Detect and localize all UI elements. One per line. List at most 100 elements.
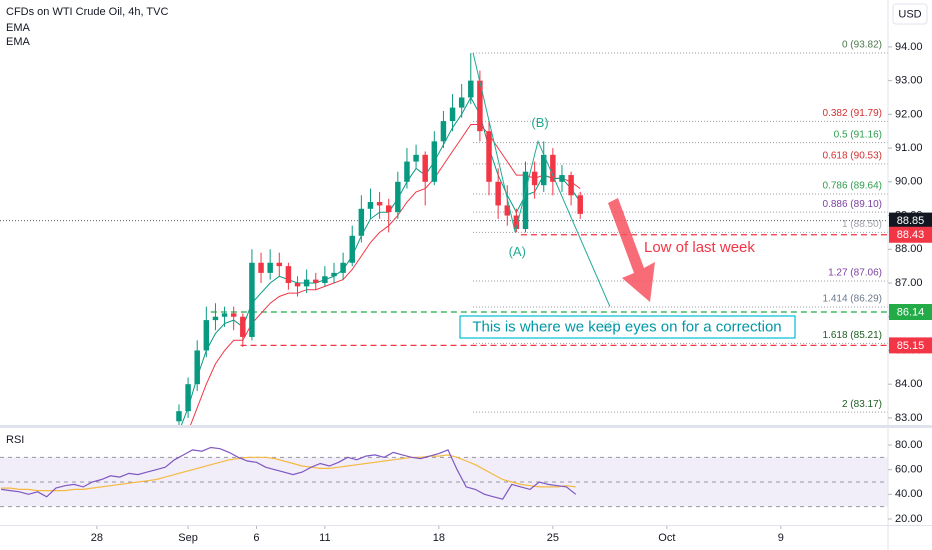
candle-body	[240, 316, 246, 337]
y-tick-label: 91.00	[895, 142, 923, 154]
y-tick-label: 88.00	[895, 243, 923, 255]
y-tick-label: 94.00	[895, 41, 923, 53]
candle-body	[349, 235, 355, 263]
rsi-tick-label: 80.00	[895, 439, 923, 451]
candle-body	[449, 107, 456, 122]
candle-body	[194, 350, 200, 385]
x-tick-label: Oct	[658, 532, 675, 544]
y-tick-label: 84.00	[895, 378, 923, 390]
candle-body	[331, 272, 337, 277]
arrow	[608, 198, 655, 302]
candle-body	[559, 175, 565, 182]
x-tick-label: 28	[91, 532, 103, 544]
x-tick-label: Sep	[178, 532, 198, 544]
price-tag-label: 88.43	[897, 229, 925, 241]
candle-body	[404, 161, 410, 182]
rsi-ma-line	[1, 454, 576, 492]
candle-body	[468, 80, 474, 98]
rsi-pane	[0, 446, 888, 508]
candle-body	[513, 215, 520, 230]
x-tick-label: 11	[319, 532, 330, 544]
x-tick-label: 18	[433, 532, 445, 544]
candle-body	[504, 205, 511, 216]
rsi-tick-label: 20.00	[895, 513, 923, 525]
annotation: This is where we keep eyes on for a corr…	[472, 318, 781, 335]
y-tick-label: 83.00	[895, 412, 923, 424]
price-tag	[889, 337, 932, 354]
fib-label: 0.786 (89.64)	[823, 181, 883, 192]
candle-body	[249, 262, 255, 337]
rsi-label: RSI	[6, 434, 24, 446]
candle-body	[495, 181, 501, 206]
candle-body	[531, 171, 538, 186]
candle-body	[176, 411, 182, 422]
candle-body	[203, 320, 210, 351]
x-tick-label: 25	[547, 532, 559, 544]
price-tag	[889, 226, 932, 243]
candle-body	[541, 154, 547, 186]
wave-label: (B)	[531, 115, 548, 130]
fib-label: 1 (88.50)	[842, 219, 882, 230]
fib-label: 0.382 (91.79)	[823, 108, 883, 119]
candle-body	[422, 154, 428, 182]
overlay: CFDs on WTI Crude Oil, 4h, TVC EMA EMA U…	[6, 3, 928, 446]
fib-label: 1.618 (85.21)	[823, 330, 883, 341]
price-tag	[889, 212, 932, 229]
annotation-box	[459, 315, 796, 339]
candle-body	[486, 131, 492, 182]
candle-body	[276, 262, 283, 267]
candle-body	[358, 208, 365, 236]
annotation: Low of last week	[644, 239, 755, 256]
candle-body	[550, 154, 556, 182]
fib-label: 1.414 (86.29)	[823, 294, 883, 305]
candle-body	[522, 171, 529, 230]
candle-body	[458, 97, 465, 108]
wave-label: (A)	[509, 244, 526, 259]
candle-body	[440, 121, 447, 142]
fib-label: 1.27 (87.06)	[828, 268, 882, 279]
rsi-tick-label: 60.00	[895, 464, 923, 476]
candle-body	[230, 313, 237, 317]
x-tick-label: 9	[778, 532, 784, 544]
indicator-label: EMA	[6, 36, 31, 48]
ema-line	[189, 124, 581, 426]
candle-body	[431, 141, 438, 182]
candle-body	[285, 266, 292, 283]
candle-body	[294, 282, 301, 287]
price-tag-label: 88.85	[897, 215, 925, 227]
fib-label: 0.5 (91.16)	[834, 129, 882, 140]
indicator-label: EMA	[6, 22, 31, 34]
price-pane: 0 (93.82) 0.382 (91.79) 0.5 (91.16) 0.618 (…	[0, 40, 888, 426]
x-tick-label: 6	[253, 532, 259, 544]
candle-body	[313, 279, 319, 283]
fib-label: 0 (93.82)	[842, 40, 882, 51]
y-tick-label: 87.00	[895, 277, 923, 289]
price-tag-label: 86.14	[897, 306, 925, 318]
candle-body	[322, 276, 328, 283]
candle-body	[340, 262, 346, 273]
candle-body	[212, 316, 219, 321]
candle-body	[367, 202, 374, 209]
y-tick-label: 92.00	[895, 108, 923, 120]
candle-body	[385, 205, 392, 213]
wave-line	[472, 52, 611, 307]
fib-label: 0.618 (90.53)	[823, 151, 883, 162]
candle-body	[477, 80, 483, 132]
y-tick-label: 93.00	[895, 75, 923, 87]
fib-label: 0.886 (89.10)	[823, 199, 883, 210]
y-tick-label: 90.00	[895, 176, 923, 188]
candle-body	[185, 384, 191, 412]
currency-box[interactable]	[892, 3, 928, 25]
candle-body	[376, 202, 383, 206]
fib-label: 2 (83.17)	[842, 399, 882, 410]
candle-body	[303, 279, 310, 287]
candle-body	[413, 154, 419, 162]
candle-body	[258, 262, 264, 273]
candle-body	[221, 313, 228, 317]
price-tag-label: 85.15	[897, 340, 925, 352]
rsi-tick-label: 40.00	[895, 488, 923, 500]
rsi-line	[1, 446, 577, 500]
